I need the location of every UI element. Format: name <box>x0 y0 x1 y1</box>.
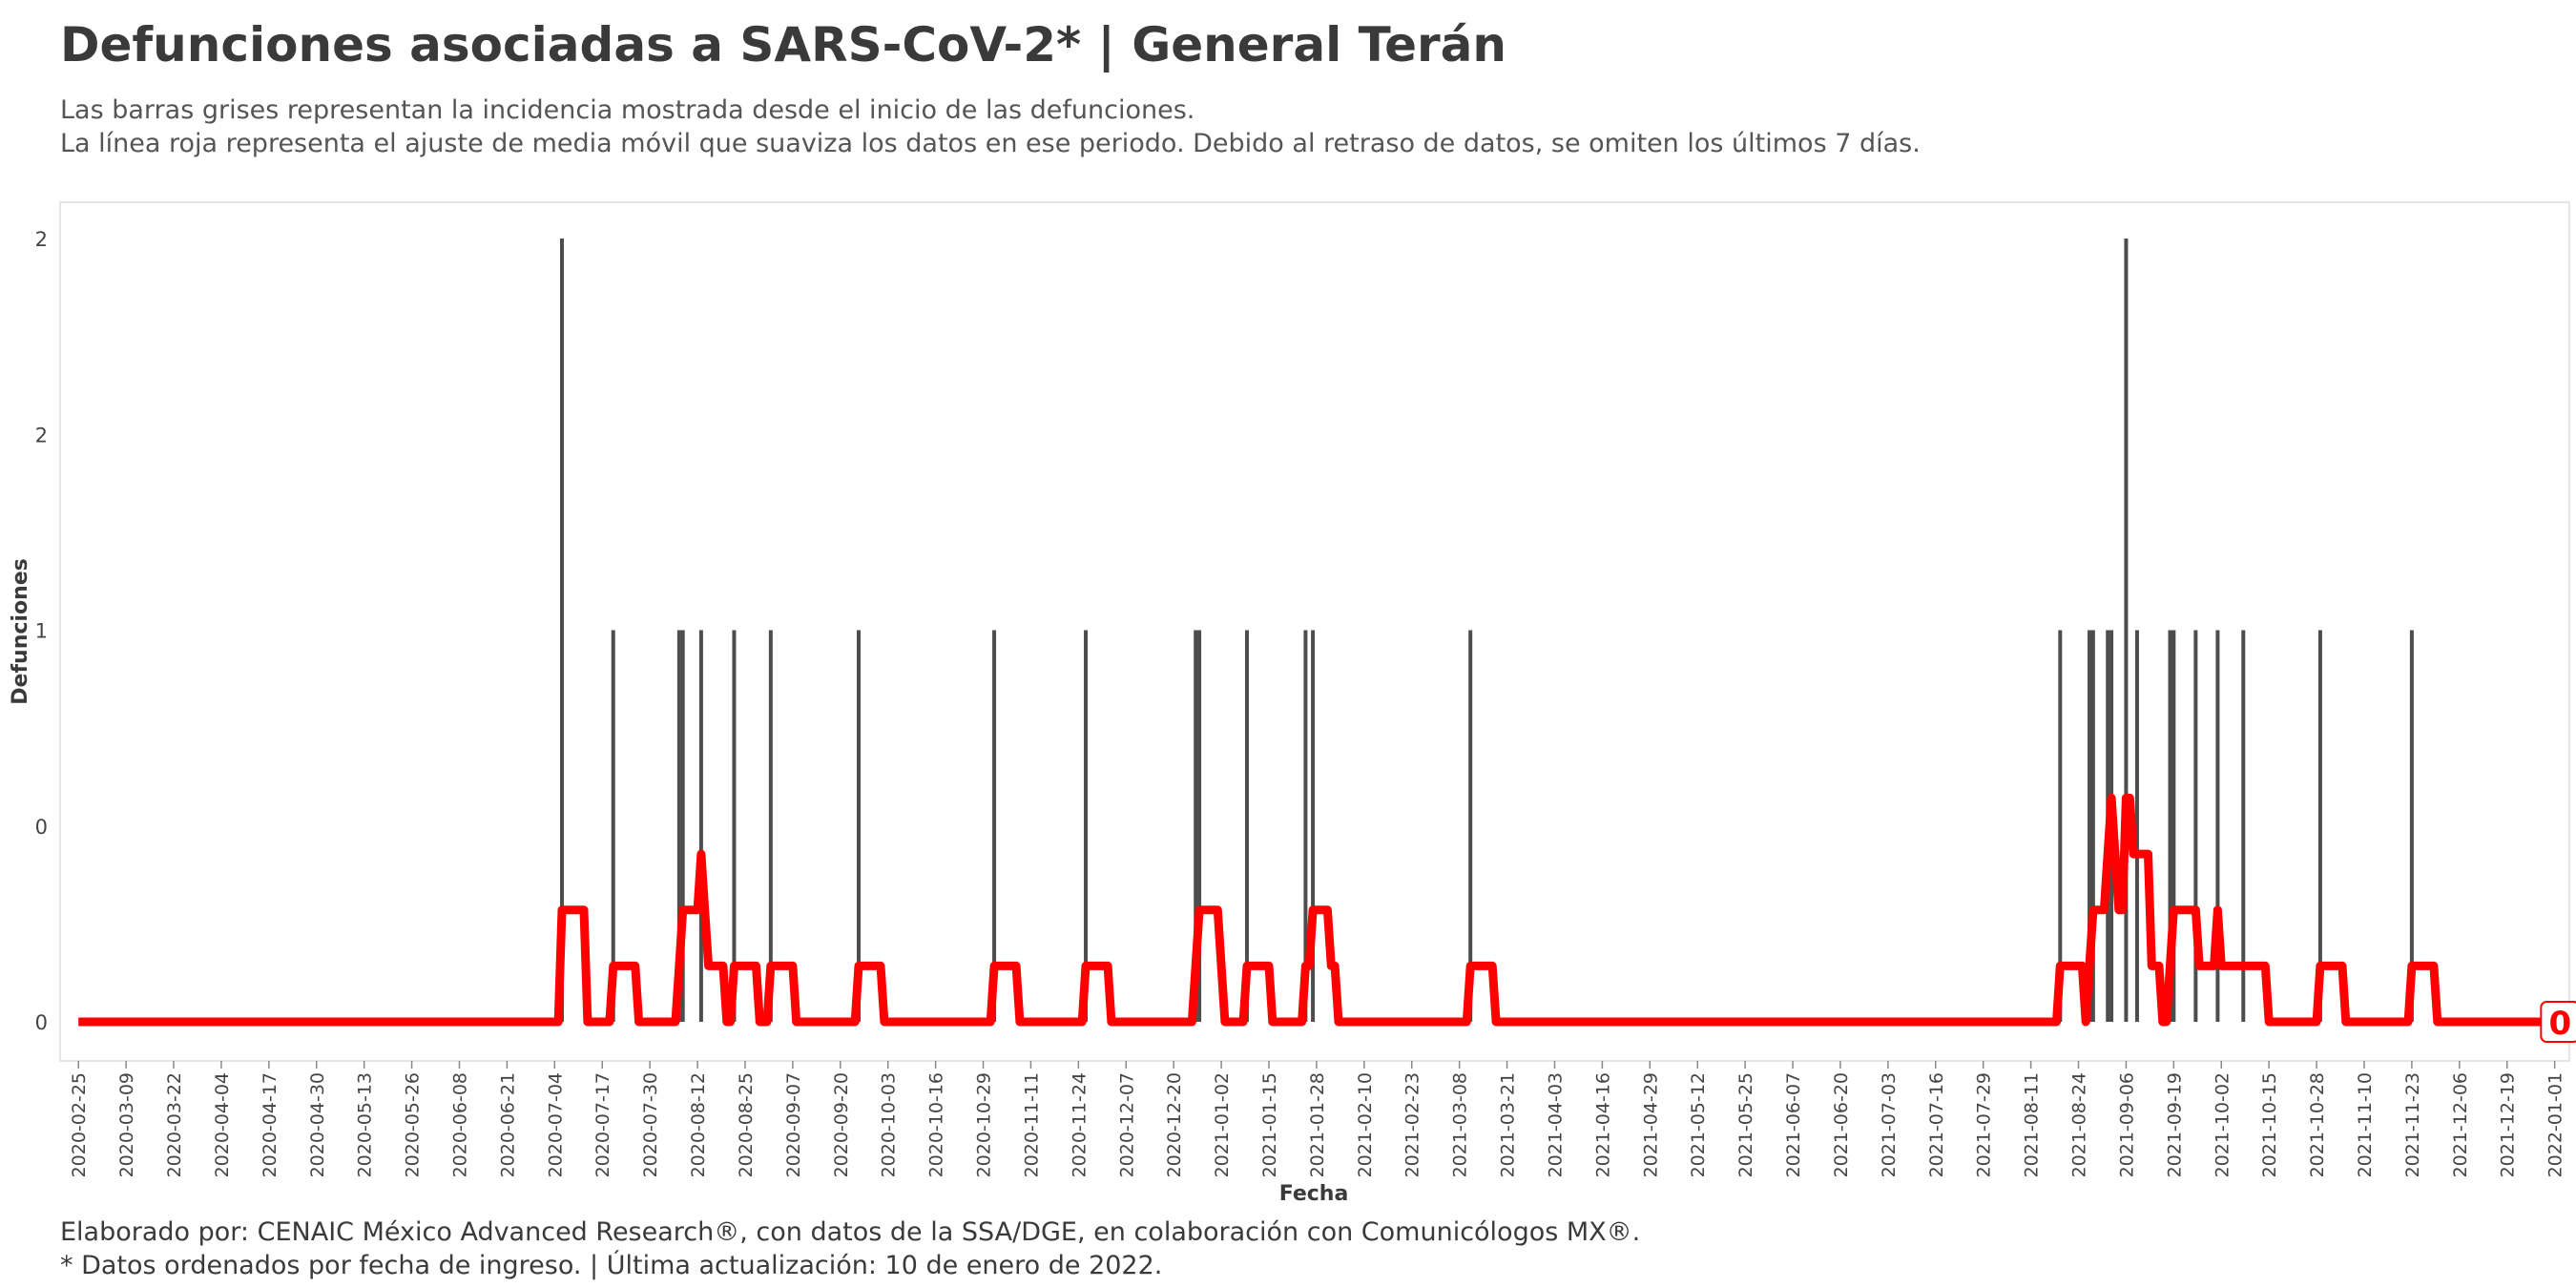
x-tick-label: 2020-05-26 <box>403 1072 424 1177</box>
x-tick-label: 2021-04-29 <box>1640 1072 1661 1177</box>
x-tick-label: 2021-11-10 <box>2355 1072 2376 1177</box>
x-tick-label: 2021-10-15 <box>2259 1072 2280 1177</box>
x-tick-label: 2021-09-19 <box>2164 1072 2185 1177</box>
line-layer <box>77 793 2563 1027</box>
x-tick-label: 2020-10-16 <box>926 1072 947 1177</box>
x-tick-label: 2021-08-11 <box>2022 1072 2043 1177</box>
x-tick-label: 2020-10-29 <box>974 1072 995 1177</box>
x-tick-label: 2020-10-03 <box>879 1072 900 1177</box>
caption-line-2: * Datos ordenados por fecha de ingreso. … <box>60 1251 1163 1280</box>
moving-average-line <box>77 793 2563 1027</box>
x-tick-label: 2020-03-09 <box>116 1072 137 1177</box>
x-tick-label: 2020-07-30 <box>640 1072 661 1177</box>
y-axis-title: Defunciones <box>9 558 32 704</box>
x-tick-label: 2021-04-16 <box>1592 1072 1613 1177</box>
x-tick-label: 2021-07-03 <box>1879 1072 1900 1177</box>
y-axis: 0 0 1 2 2 <box>35 228 48 1034</box>
x-tick-label: 2021-12-06 <box>2450 1072 2471 1177</box>
x-tick-label: 2022-01-01 <box>2545 1072 2566 1177</box>
x-axis: 2020-02-25 2020-03-09 2020-03-22 2020-04-04… <box>69 1061 2566 1177</box>
y-tick-label: 2 <box>35 424 48 447</box>
x-tick-label: 2020-12-20 <box>1164 1072 1185 1177</box>
x-tick-label: 2021-04-03 <box>1546 1072 1567 1177</box>
y-tick-label: 2 <box>35 228 48 251</box>
x-tick-label: 2021-01-02 <box>1212 1072 1233 1177</box>
x-tick-label: 2020-11-24 <box>1069 1072 1090 1177</box>
x-tick-label: 2021-05-25 <box>1735 1072 1756 1177</box>
x-tick-label: 2020-07-04 <box>545 1072 566 1177</box>
x-tick-label: 2021-06-07 <box>1783 1072 1804 1177</box>
x-tick-label: 2020-05-13 <box>355 1072 376 1177</box>
end-label-box <box>2540 1001 2576 1043</box>
y-tick-label: 0 <box>35 816 48 839</box>
x-tick-label: 2021-02-10 <box>1355 1072 1376 1177</box>
x-tick-label: 2020-03-22 <box>164 1072 185 1177</box>
x-tick-label: 2021-10-28 <box>2307 1072 2328 1177</box>
end-label-layer: 0 <box>2540 1001 2576 1043</box>
x-tick-label: 2021-10-02 <box>2212 1072 2233 1177</box>
x-tick-label: 2021-01-15 <box>1259 1072 1280 1177</box>
x-tick-label: 2020-09-07 <box>783 1072 804 1177</box>
y-tick-label: 0 <box>35 1011 48 1034</box>
x-tick-label: 2020-04-30 <box>307 1072 328 1177</box>
x-tick-label: 2020-06-08 <box>450 1072 471 1177</box>
chart-subtitle-line-2: La línea roja representa el ajuste de me… <box>60 129 1921 158</box>
x-tick-label: 2020-11-11 <box>1021 1072 1042 1177</box>
end-label: 0 <box>2548 1005 2571 1043</box>
x-tick-label: 2021-07-16 <box>1926 1072 1947 1177</box>
x-tick-label: 2020-09-20 <box>831 1072 852 1177</box>
x-tick-label: 2021-06-20 <box>1831 1072 1852 1177</box>
x-tick-label: 2021-08-24 <box>2069 1072 2090 1177</box>
x-tick-label: 2021-12-19 <box>2498 1072 2519 1177</box>
x-tick-label: 2021-07-29 <box>1974 1072 1995 1177</box>
x-tick-label: 2020-12-07 <box>1116 1072 1137 1177</box>
x-tick-label: 2020-08-25 <box>736 1072 757 1177</box>
x-tick-label: 2020-08-12 <box>688 1072 709 1177</box>
x-tick-label: 2021-11-23 <box>2402 1072 2423 1177</box>
chart-subtitle-line-1: Las barras grises representan la inciden… <box>60 95 1195 125</box>
y-tick-label: 1 <box>35 620 48 643</box>
x-tick-label: 2021-01-28 <box>1307 1072 1328 1177</box>
x-tick-label: 2021-05-12 <box>1688 1072 1709 1177</box>
x-tick-label: 2020-04-17 <box>260 1072 280 1177</box>
x-tick-label: 2020-07-17 <box>592 1072 613 1177</box>
x-axis-title: Fecha <box>1279 1182 1349 1204</box>
x-tick-label: 2020-06-21 <box>497 1072 518 1177</box>
caption-line-1: Elaborado por: CENAIC México Advanced Re… <box>60 1217 1641 1247</box>
x-tick-label: 2021-03-21 <box>1498 1072 1519 1177</box>
x-tick-label: 2021-02-23 <box>1402 1072 1423 1177</box>
chart-title: Defunciones asociadas a SARS-CoV-2* | Ge… <box>60 17 1506 73</box>
x-tick-label: 2020-02-25 <box>69 1072 90 1177</box>
x-tick-label: 2021-03-08 <box>1450 1072 1471 1177</box>
x-tick-label: 2021-09-06 <box>2116 1072 2137 1177</box>
x-tick-label: 2020-04-04 <box>212 1072 233 1177</box>
